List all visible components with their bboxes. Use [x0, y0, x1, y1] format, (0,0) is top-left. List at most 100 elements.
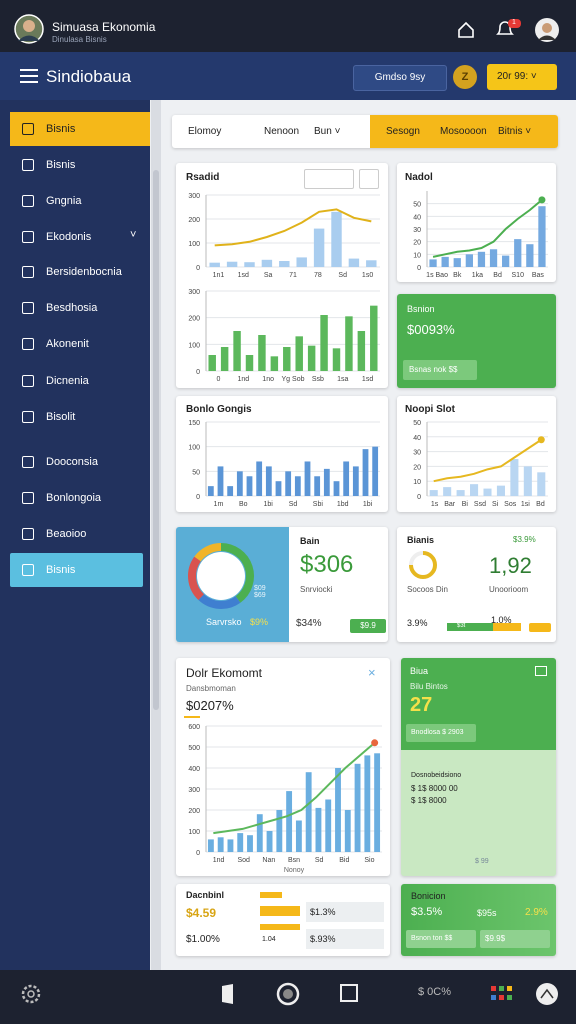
- filter-left[interactable]: Bun ˅: [314, 126, 341, 137]
- x-tick-label: Bas: [532, 272, 545, 279]
- x-tick-label: Sd: [338, 272, 347, 279]
- donut-segment: [220, 543, 254, 603]
- menu-icon: [22, 123, 34, 135]
- x-tick-label: 1sd: [362, 376, 373, 383]
- x-tick-label: S10: [512, 272, 525, 279]
- home-icon[interactable]: [456, 20, 476, 40]
- menu-icon: [22, 528, 34, 540]
- toolbar[interactable]: [304, 169, 354, 189]
- pill[interactable]: $9.9: [350, 619, 386, 633]
- bar: [374, 753, 381, 852]
- menu-item[interactable]: Bisnis: [10, 553, 143, 587]
- card-button[interactable]: $9.9$: [480, 930, 550, 948]
- balance-button[interactable]: 20r 99: ˅: [487, 64, 557, 90]
- economy-card: Dolr Ekomomt × Dansbmoman $0207% 0 100 200…: [176, 658, 390, 876]
- y-tick-label: 50: [413, 420, 421, 427]
- coin[interactable]: Z: [453, 65, 477, 89]
- bar: [258, 335, 266, 371]
- icon[interactable]: [535, 666, 547, 676]
- card-button[interactable]: Bsnas nok $$: [403, 360, 477, 380]
- bar: [441, 256, 449, 267]
- x-tick-label: 1ka: [472, 272, 483, 279]
- settings-icon[interactable]: [20, 983, 42, 1005]
- bar: [344, 810, 351, 852]
- bar: [227, 486, 234, 496]
- bar: [456, 490, 465, 496]
- menu-item[interactable]: Besdhosia: [10, 291, 150, 325]
- menu-item[interactable]: Gngnia: [10, 184, 150, 218]
- card-value: $306: [300, 551, 354, 578]
- progress-yellow: [493, 623, 521, 631]
- bar: [335, 768, 341, 852]
- filter-option[interactable]: Bitnis ˅: [498, 126, 532, 137]
- apps-icon[interactable]: [490, 984, 514, 1004]
- avatar[interactable]: [14, 14, 44, 44]
- filter-option[interactable]: Mosoooon: [440, 126, 487, 137]
- profile-icon[interactable]: [535, 982, 559, 1006]
- y-tick-label: 400: [188, 766, 200, 773]
- list-title: Dosnobeidsiono: [411, 772, 462, 779]
- donut: [188, 543, 254, 609]
- home-button[interactable]: [276, 982, 300, 1006]
- x-tick-label: Sd: [315, 857, 324, 864]
- close-button[interactable]: ×: [368, 665, 376, 680]
- bar: [343, 461, 350, 496]
- profile-avatar[interactable]: [534, 17, 560, 43]
- menu-item[interactable]: Bisnis: [10, 148, 150, 182]
- header-button[interactable]: Gmdso 9sy: [353, 65, 447, 91]
- card-title: Nadol: [405, 172, 433, 183]
- bar: [470, 484, 479, 496]
- bar: [295, 820, 302, 852]
- menu-item[interactable]: Beaoioo: [10, 517, 150, 551]
- donut-segment: [198, 594, 241, 609]
- green-card: Biua Bilu Bintos 27 Bnodlosa $ 2903 Dosn…: [401, 658, 556, 876]
- x-tick-label: Si: [492, 501, 499, 508]
- line: [213, 742, 376, 835]
- card-title: Bonicion: [411, 891, 446, 901]
- card-button[interactable]: Bsnon ton $$: [406, 930, 476, 948]
- x-tick-label: 1s0: [362, 272, 373, 279]
- menu-label: Bisolit: [46, 411, 76, 423]
- bar: [314, 476, 321, 496]
- card-button[interactable]: Bnodlosa $ 2903: [406, 724, 476, 742]
- menu-item[interactable]: Akonenit: [10, 327, 150, 361]
- bar: [362, 449, 369, 496]
- scroll-thumb[interactable]: [153, 170, 159, 710]
- line: [214, 208, 372, 247]
- bar: [357, 331, 366, 371]
- menu-label: Besdhosia: [46, 302, 98, 314]
- filter-bar: Elomoy Nenoon Bun ˅ Sesogn Mosoooon Bitn…: [172, 115, 558, 148]
- card-value: $0093%: [407, 322, 455, 337]
- menu-item[interactable]: Dooconsia: [10, 445, 150, 479]
- y-tick-label: 200: [188, 217, 200, 224]
- bar: [443, 487, 452, 496]
- menu-item[interactable]: Bisolit: [10, 400, 150, 434]
- menu-icon: [22, 411, 34, 423]
- chart: 0 100 200 300 0 1nd 1no Yg Sob Ssb 1sa 1sd: [188, 289, 380, 383]
- filter-left[interactable]: Elomoy: [188, 126, 222, 137]
- toolbar-icon[interactable]: [359, 169, 379, 189]
- scrollbar: [151, 100, 161, 970]
- menu-item[interactable]: Dicnenia: [10, 364, 150, 398]
- menu-item[interactable]: Ekodonis ˅: [10, 220, 150, 254]
- filter-option[interactable]: Sesogn: [386, 126, 420, 137]
- card-value: $0207%: [186, 698, 234, 713]
- menu-item[interactable]: Bonlongoia: [10, 481, 150, 515]
- bell-icon[interactable]: [494, 18, 524, 40]
- menu-label: Bisnis: [46, 564, 76, 576]
- back-icon[interactable]: [218, 982, 238, 1006]
- card-subtitle: Bilu Bintos: [410, 682, 448, 691]
- menu-label: Gngnia: [46, 195, 82, 207]
- y-tick-label: 0: [196, 494, 200, 501]
- menu-icon[interactable]: [20, 69, 38, 83]
- filter-left[interactable]: Nenoon: [264, 126, 300, 137]
- menu-item[interactable]: Bisnis: [10, 112, 150, 146]
- x-tick-label: 1nd: [213, 857, 225, 864]
- y-tick-label: 150: [188, 420, 200, 427]
- menu-item[interactable]: Bersidenbocnia: [10, 255, 150, 289]
- recent-icon[interactable]: [339, 983, 359, 1003]
- line: [433, 438, 542, 483]
- bar: [260, 906, 300, 916]
- bar: [526, 244, 534, 267]
- gauge-value: [409, 551, 437, 579]
